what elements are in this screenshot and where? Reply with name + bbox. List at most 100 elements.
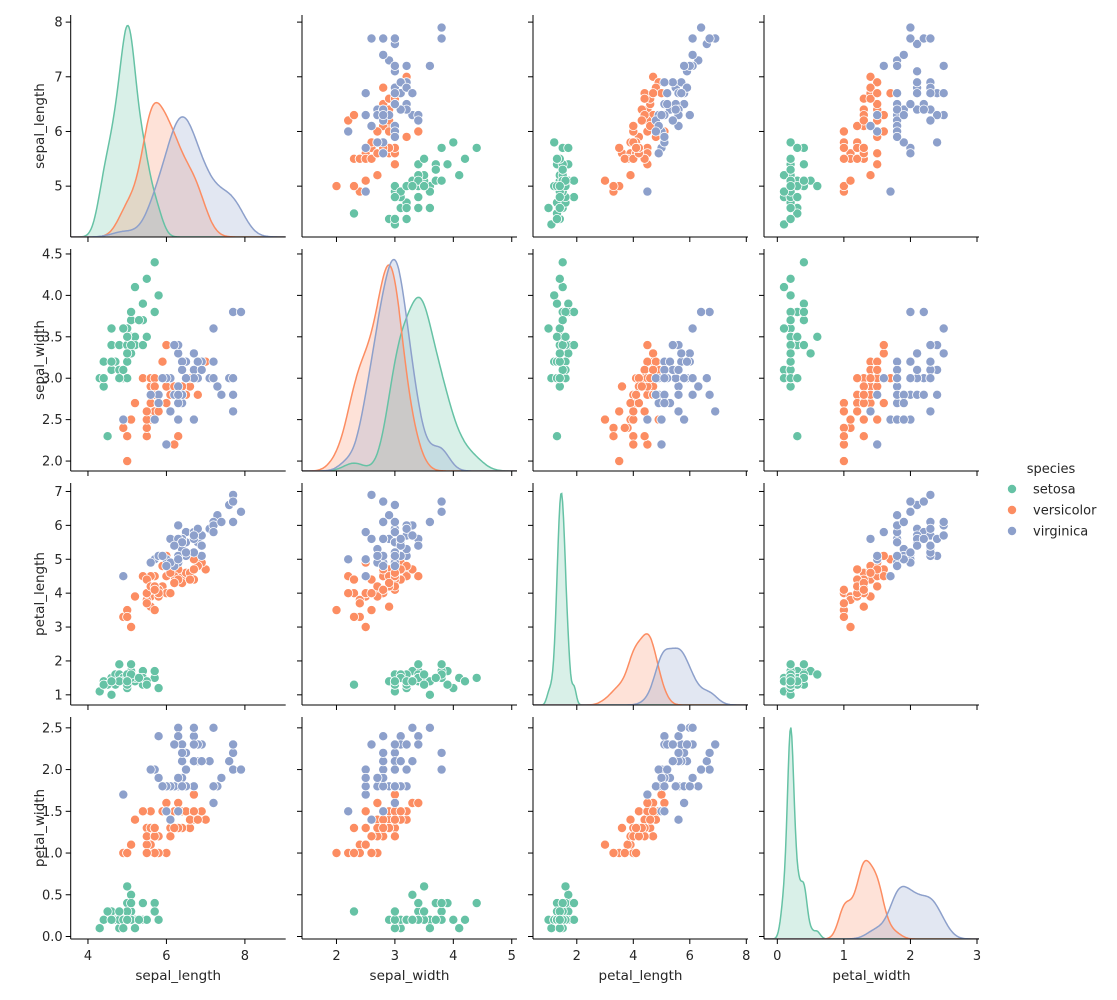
- point-versicolor: [872, 381, 883, 392]
- y-tick-label: 1: [54, 688, 62, 703]
- point-setosa: [785, 213, 796, 224]
- kde-fill-virginica: [70, 116, 286, 237]
- point-virginica: [656, 414, 667, 425]
- point-setosa: [812, 669, 823, 680]
- point-virginica: [413, 731, 424, 742]
- point-setosa: [436, 175, 447, 186]
- point-virginica: [436, 506, 447, 517]
- point-setosa: [413, 202, 424, 213]
- point-versicolor: [169, 823, 180, 834]
- y-tick-label: 7: [54, 485, 62, 500]
- x-tick-label: 2: [332, 949, 340, 964]
- legend: species setosa versicolor virginica: [1007, 462, 1097, 540]
- point-setosa: [554, 348, 565, 359]
- point-virginica: [177, 747, 188, 758]
- point-versicolor: [608, 422, 619, 433]
- point-virginica: [407, 756, 418, 767]
- point-versicolor: [858, 398, 869, 409]
- point-setosa: [546, 923, 557, 934]
- y-tick-label: 6: [54, 125, 62, 140]
- point-versicolor: [631, 142, 642, 153]
- plot-area: [543, 722, 721, 934]
- point-versicolor: [872, 581, 883, 592]
- point-setosa: [133, 914, 144, 925]
- x-axis-label-sepal_width: sepal_width: [370, 968, 450, 984]
- point-virginica: [389, 550, 400, 561]
- point-setosa: [563, 298, 574, 309]
- point-virginica: [165, 406, 176, 417]
- point-setosa: [543, 323, 554, 334]
- plot-area: [70, 24, 286, 237]
- point-setosa: [785, 137, 796, 148]
- point-versicolor: [126, 622, 137, 633]
- point-versicolor: [619, 422, 630, 433]
- point-versicolor: [636, 115, 647, 126]
- point-versicolor: [622, 839, 633, 850]
- point-versicolor: [413, 126, 424, 137]
- point-virginica: [436, 747, 447, 758]
- point-setosa: [129, 282, 140, 293]
- point-setosa: [563, 142, 574, 153]
- point-virginica: [667, 739, 678, 750]
- point-setosa: [141, 273, 152, 284]
- point-setosa: [549, 290, 560, 301]
- point-virginica: [360, 772, 371, 783]
- point-virginica: [173, 381, 184, 392]
- point-versicolor: [858, 584, 869, 595]
- point-setosa: [471, 142, 482, 153]
- point-virginica: [925, 115, 936, 126]
- point-versicolor: [389, 789, 400, 800]
- plot-area: [94, 257, 246, 467]
- point-versicolor: [378, 814, 389, 825]
- point-versicolor: [872, 148, 883, 159]
- panel-petal_length-vs-petal_width: [759, 483, 979, 710]
- point-virginica: [161, 439, 172, 450]
- point-setosa: [407, 181, 418, 192]
- point-setosa: [792, 208, 803, 219]
- plot-area: [543, 22, 721, 230]
- point-virginica: [235, 764, 246, 775]
- point-virginica: [216, 517, 227, 528]
- point-setosa: [552, 298, 563, 309]
- point-versicolor: [852, 373, 863, 384]
- point-virginica: [235, 306, 246, 317]
- point-virginica: [169, 540, 180, 551]
- point-setosa: [554, 914, 565, 925]
- point-virginica: [667, 115, 678, 126]
- point-setosa: [785, 356, 796, 367]
- point-setosa: [348, 208, 359, 219]
- legend-label-virginica: virginica: [1033, 525, 1088, 540]
- point-versicolor: [838, 142, 849, 153]
- point-virginica: [865, 121, 876, 132]
- point-setosa: [569, 898, 580, 909]
- point-versicolor: [872, 77, 883, 88]
- point-virginica: [865, 533, 876, 544]
- point-setosa: [459, 153, 470, 164]
- point-virginica: [360, 186, 371, 197]
- point-setosa: [122, 676, 133, 687]
- point-setosa: [141, 679, 152, 690]
- point-setosa: [149, 666, 160, 677]
- point-setosa: [122, 356, 133, 367]
- point-virginica: [918, 496, 929, 507]
- point-virginica: [378, 49, 389, 60]
- point-virginica: [687, 33, 698, 44]
- kde-line-virginica: [302, 258, 517, 471]
- point-setosa: [792, 192, 803, 203]
- x-tick-label: 1: [840, 949, 848, 964]
- point-virginica: [378, 561, 389, 572]
- point-versicolor: [137, 806, 148, 817]
- point-setosa: [419, 153, 430, 164]
- y-tick-label: 2.0: [42, 763, 63, 778]
- point-versicolor: [173, 798, 184, 809]
- point-setosa: [557, 164, 568, 175]
- point-virginica: [180, 764, 191, 775]
- point-virginica: [693, 381, 704, 392]
- point-virginica: [145, 389, 156, 400]
- point-setosa: [122, 348, 133, 359]
- point-virginica: [684, 348, 695, 359]
- point-virginica: [898, 517, 909, 528]
- point-virginica: [687, 389, 698, 400]
- y-axis-label-sepal_length: sepal_length: [32, 83, 48, 169]
- point-setosa: [389, 923, 400, 934]
